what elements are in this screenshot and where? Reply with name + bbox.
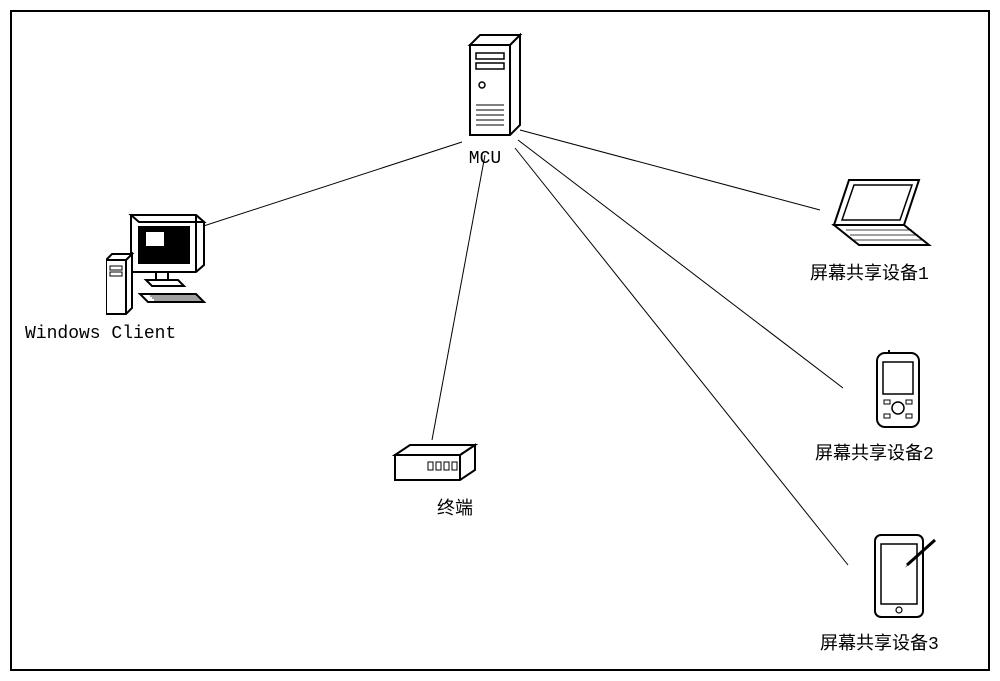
desktop-icon: [106, 210, 216, 320]
node-terminal: 终端: [390, 440, 480, 520]
dev2-label: 屏幕共享设备2: [815, 439, 934, 465]
terminal-label: 终端: [410, 494, 500, 520]
mcu-label: MCU: [450, 149, 520, 169]
node-dev3: 屏幕共享设备3: [845, 530, 964, 655]
pda-icon: [869, 350, 929, 435]
tablet-icon: [867, 530, 942, 625]
server-icon: [460, 25, 530, 145]
dev3-label: 屏幕共享设备3: [820, 629, 939, 655]
node-mcu: MCU: [460, 25, 530, 169]
node-dev2: 屏幕共享设备2: [840, 350, 959, 465]
modem-icon: [390, 440, 480, 490]
node-client: Windows Client: [85, 210, 236, 344]
laptop-icon: [824, 175, 934, 255]
dev1-label: 屏幕共享设备1: [810, 259, 929, 285]
node-dev1: 屏幕共享设备1: [820, 175, 939, 285]
client-label: Windows Client: [25, 324, 176, 344]
